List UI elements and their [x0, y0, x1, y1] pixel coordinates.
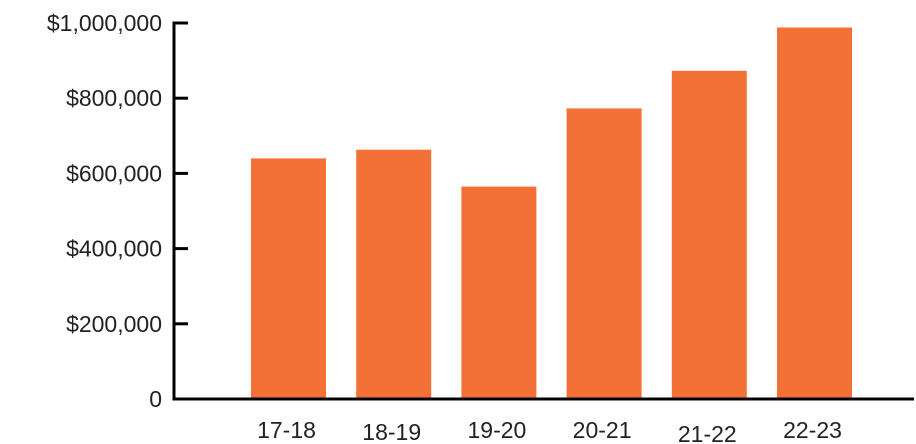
x-tick-label: 22-23 [783, 417, 842, 443]
y-tick-label: $400,000 [66, 236, 162, 262]
y-tick-label: $800,000 [66, 85, 162, 111]
y-tick-label: $200,000 [66, 311, 162, 337]
bar-17-18 [251, 158, 326, 399]
x-tick-label: 17-18 [257, 417, 316, 443]
bar-19-20 [461, 186, 537, 399]
y-tick-label: 0 [149, 386, 162, 412]
x-tick-label: 21-22 [678, 421, 737, 444]
y-tick-label: $600,000 [66, 160, 162, 186]
y-axis-ticks: 0 $200,000 $400,000 $600,000 $800,000 $1,000,… [47, 10, 188, 412]
bar-20-21 [566, 108, 642, 400]
x-tick-label: 20-21 [573, 417, 632, 443]
bars-group [251, 27, 852, 400]
x-tick-label: 18-19 [362, 419, 421, 444]
bar-22-23 [777, 27, 852, 399]
bar-18-19 [356, 149, 432, 399]
y-tick-label: $1,000,000 [47, 10, 162, 36]
x-tick-label: 19-20 [467, 417, 526, 443]
x-axis-labels: 17-18 18-19 19-20 20-21 21-22 22-23 [257, 417, 842, 444]
bar-21-22 [671, 70, 747, 400]
